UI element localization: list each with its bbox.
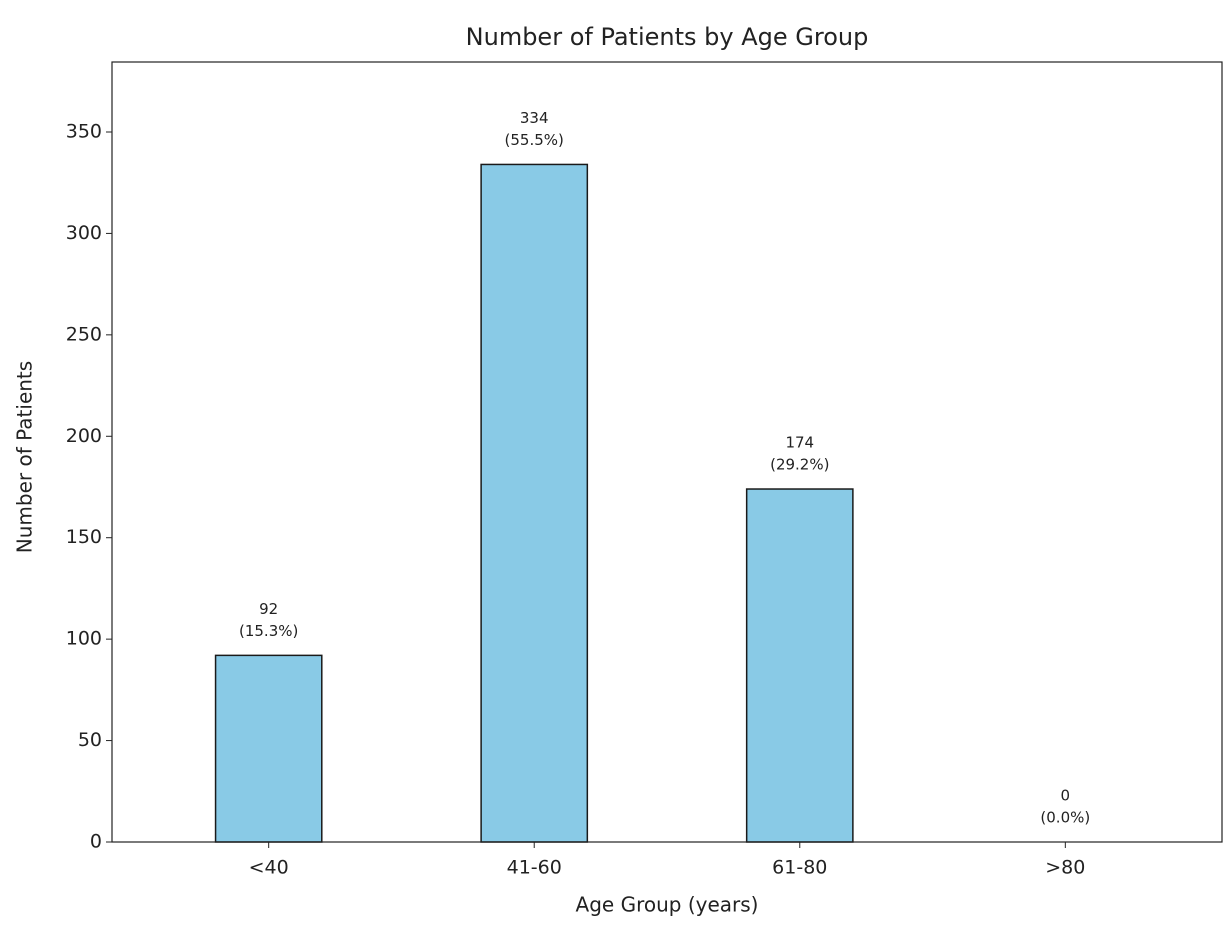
x-tick-label: <40 [249,857,289,879]
value-label: (55.5%) [505,131,564,149]
value-label: 0 [1061,787,1071,805]
y-tick-label: 0 [90,831,102,853]
value-label: (0.0%) [1040,809,1090,827]
value-label: 174 [785,434,814,452]
value-label: (29.2%) [770,456,829,474]
y-tick-label: 250 [66,323,102,345]
x-tick-label: 41-60 [507,857,562,879]
y-tick-label: 150 [66,526,102,548]
y-tick-label: 300 [66,222,102,244]
y-tick-label: 100 [66,628,102,650]
value-label: (15.3%) [239,622,298,640]
bar [214,654,323,843]
value-label: 334 [520,109,549,127]
bar [480,163,589,843]
chart-title: Number of Patients by Age Group [466,23,869,51]
x-axis-label: Age Group (years) [576,893,759,917]
y-tick-label: 50 [78,729,102,751]
x-tick-label: >80 [1045,857,1085,879]
x-tick-label: 61-80 [772,857,827,879]
plot-frame [111,61,1223,843]
y-tick-label: 350 [66,120,102,142]
bar [745,488,854,843]
value-label: 92 [259,600,278,618]
y-tick-label: 200 [66,425,102,447]
y-axis-label: Number of Patients [13,361,37,553]
